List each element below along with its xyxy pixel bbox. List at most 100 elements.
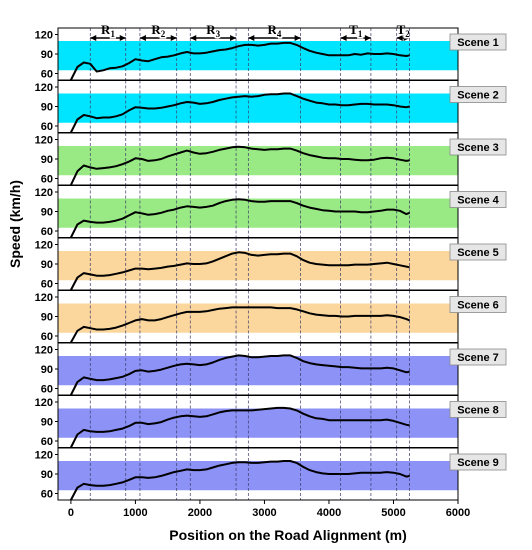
- segment-label: R1: [101, 22, 115, 39]
- segment-bracket: R3: [190, 21, 237, 41]
- x-tick-label: 1000: [123, 507, 147, 519]
- y-tick-label: 60: [41, 436, 53, 448]
- segment-bracket: R2: [139, 21, 177, 41]
- segment-label: T2: [397, 22, 411, 39]
- speed-profile-line: [70, 406, 410, 448]
- segment-bracket: T2: [395, 21, 412, 41]
- speed-profile-line: [69, 145, 410, 186]
- segment-label-subscript: 1: [358, 29, 363, 39]
- scene-label-box: Scene 2: [449, 86, 507, 103]
- y-tick-label: 120: [35, 345, 53, 357]
- scene-panel: 60 90 120 Scene 6: [35, 290, 507, 343]
- y-tick-label: 120: [35, 135, 53, 147]
- segment-arrow-left: [190, 35, 197, 41]
- x-axis-title: Position on the Road Alignment (m): [169, 527, 406, 543]
- segment-bracket: T1: [340, 21, 371, 41]
- scene-panel: 60 90 120 Scene 5: [35, 237, 507, 291]
- y-tick-label: 120: [35, 30, 53, 42]
- speed-profile-line: [70, 354, 410, 396]
- y-tick-label: 90: [41, 469, 53, 481]
- speed-profile-line: [70, 460, 410, 501]
- segment-label-subscript: 2: [405, 29, 410, 39]
- y-tick-label: 60: [41, 331, 53, 343]
- y-tick-label: 90: [41, 102, 53, 114]
- segment-arrow-right: [119, 35, 126, 41]
- y-tick-label: 90: [41, 207, 53, 219]
- y-tick-label: 120: [35, 397, 53, 409]
- scene-label-box: Scene 5: [449, 243, 507, 261]
- scene-label-background: [449, 453, 507, 471]
- segment-arrow-right: [230, 35, 237, 41]
- y-tick-label: 90: [41, 312, 53, 324]
- scene-label-background: [449, 33, 507, 51]
- speed-band: [58, 198, 458, 228]
- y-tick-label: 60: [41, 279, 53, 291]
- y-tick-label: 60: [41, 226, 53, 238]
- speed-profile-line: [70, 41, 410, 81]
- y-tick-label: 120: [35, 240, 53, 252]
- segment-arrow-left: [340, 35, 347, 41]
- scene-panel: 60 90 120 Scene 9: [35, 447, 507, 501]
- segment-label: T1: [349, 22, 363, 39]
- scene-label-background: [449, 348, 507, 366]
- x-tick-label: 0: [68, 507, 74, 519]
- scene-label-box: Scene 8: [449, 401, 507, 418]
- y-axis-title: Speed (km/h): [7, 180, 23, 268]
- y-tick-label: 60: [41, 384, 53, 396]
- segment-arrow-right: [170, 35, 177, 41]
- scene-label-box: Scene 1: [449, 33, 507, 51]
- scene-label: Scene 2: [457, 90, 499, 102]
- x-tick-label: 2000: [188, 507, 212, 519]
- segment-arrow-left: [90, 35, 97, 41]
- speed-band: [58, 146, 458, 176]
- scene-label-background: [449, 191, 507, 208]
- scene-label-background: [449, 86, 507, 103]
- segment-arrow-left: [396, 35, 403, 41]
- x-tick-label: 3000: [252, 507, 276, 519]
- y-tick-label: 120: [35, 82, 53, 94]
- y-axis-title-group: Speed (km/h): [7, 180, 23, 268]
- scene-label-box: Scene 7: [449, 348, 507, 366]
- x-tick-label: 5000: [381, 507, 405, 519]
- segment-arrow-left: [139, 35, 146, 41]
- segment-arrow-right: [364, 35, 371, 41]
- speed-profile-line: [70, 251, 410, 291]
- x-tick-label: 4000: [317, 507, 341, 519]
- speed-band: [58, 356, 458, 386]
- y-tick-label: 60: [41, 174, 53, 186]
- y-tick-label: 90: [41, 417, 53, 429]
- segment-arrow-left: [248, 35, 255, 41]
- scene-panel: 60 90 120 Scene 8: [35, 395, 507, 448]
- scene-label: Scene 4: [457, 195, 499, 207]
- speed-profile-line: [70, 198, 410, 238]
- segment-label: R2: [151, 22, 165, 39]
- scene-panel: 60 90 120 Scene 4: [35, 185, 507, 238]
- segment-label-subscript: 1: [110, 29, 115, 39]
- speed-profile-line: [70, 92, 410, 133]
- speed-profile-line: [70, 306, 410, 343]
- scene-label-box: Scene 4: [449, 191, 507, 208]
- speed-band: [58, 93, 458, 123]
- y-tick-label: 90: [41, 49, 53, 61]
- y-tick-label: 90: [41, 259, 53, 271]
- scene-label-background: [449, 243, 507, 261]
- scene-panel: 60 90 120 Scene 7: [35, 342, 507, 396]
- speed-band: [58, 461, 458, 491]
- scene-label-box: Scene 9: [449, 453, 507, 471]
- scene-label: Scene 6: [457, 300, 499, 312]
- segment-label-subscript: 2: [161, 29, 166, 39]
- y-tick-label: 120: [35, 292, 53, 304]
- scene-panels: R1 R2 R3 R4 T1 T2 60 90 120 Scene 1 60 90 120 Scene 2…: [35, 21, 507, 501]
- segment-bracket: R1: [90, 21, 126, 41]
- scene-panel: 60 90 120 Scene 2: [35, 80, 507, 133]
- y-tick-label: 90: [41, 154, 53, 166]
- scene-label: Scene 1: [457, 37, 499, 49]
- x-axis: 0 1000 2000 3000 4000 5000 6000: [68, 500, 470, 519]
- scene-label: Scene 7: [457, 352, 499, 364]
- segment-labels: R1 R2 R3 R4 T1 T2: [90, 21, 412, 41]
- scene-label: Scene 5: [457, 247, 499, 259]
- y-tick-label: 120: [35, 187, 53, 199]
- scene-label-background: [449, 138, 507, 156]
- y-tick-label: 60: [41, 489, 53, 501]
